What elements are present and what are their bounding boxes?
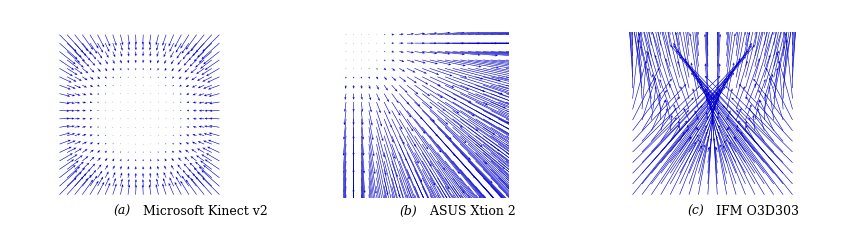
Text: Microsoft Kinect v2: Microsoft Kinect v2 (135, 205, 268, 218)
Text: (c): (c) (688, 205, 704, 218)
Text: ASUS Xtion 2: ASUS Xtion 2 (422, 205, 515, 218)
Text: (a): (a) (113, 205, 131, 218)
Text: (b): (b) (400, 205, 417, 218)
Text: IFM O3D303: IFM O3D303 (708, 205, 799, 218)
